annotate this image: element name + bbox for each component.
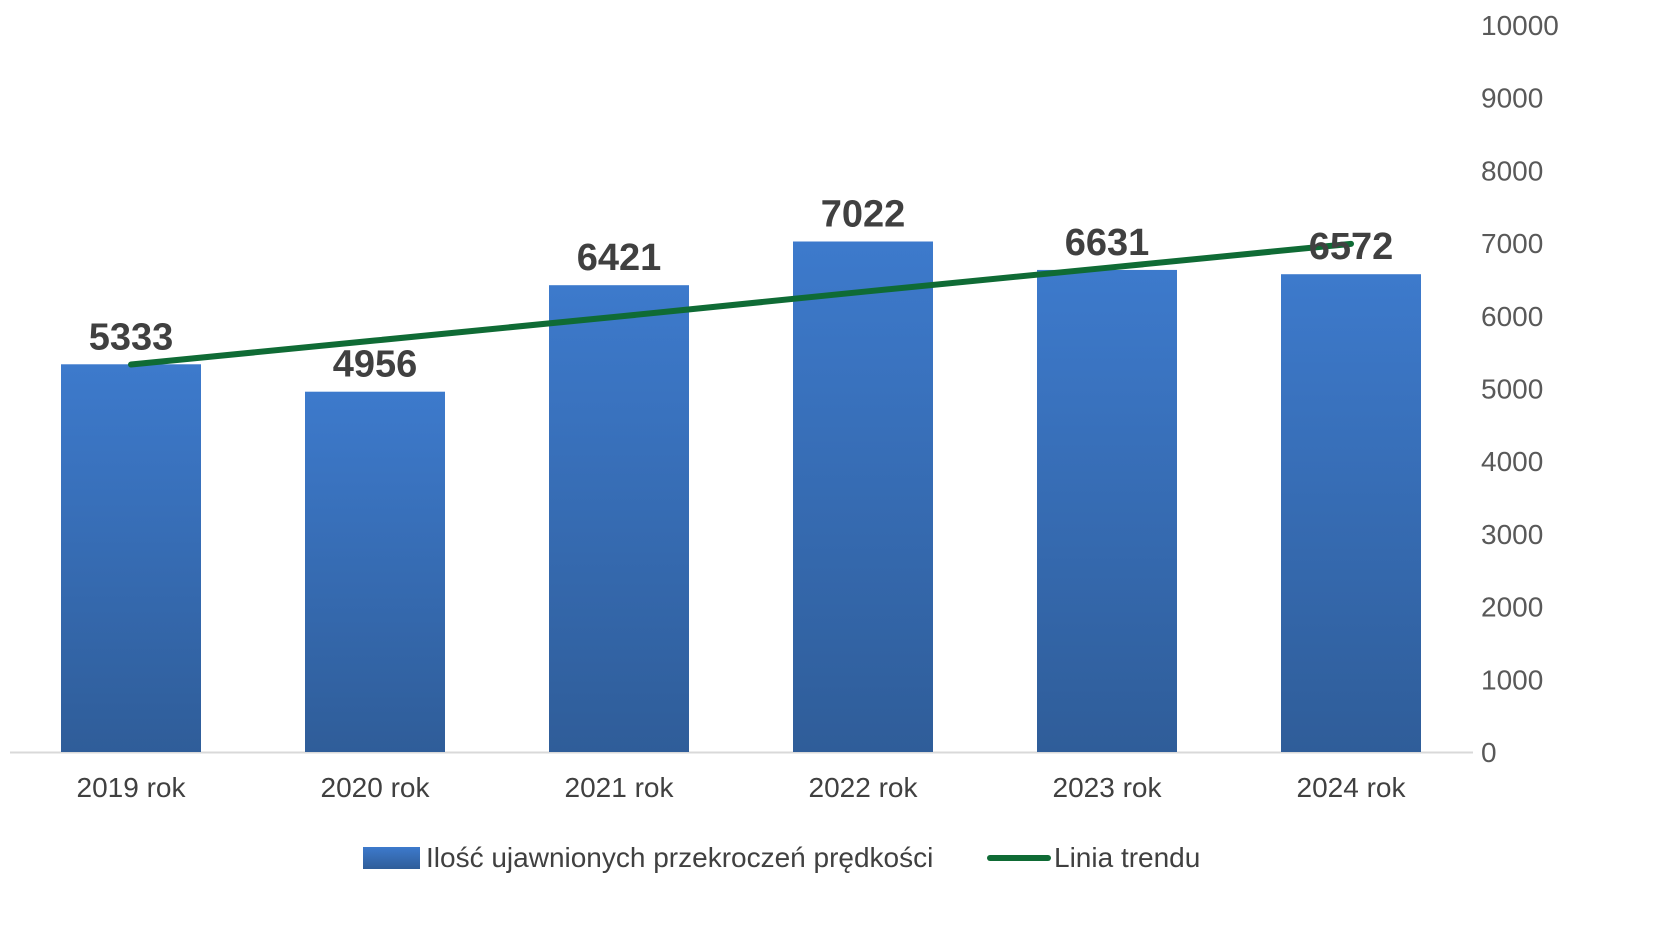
bar [793, 241, 933, 752]
data-label: 6631 [1065, 222, 1150, 264]
x-tick-label: 2023 rok [1053, 772, 1163, 803]
y-tick-label: 10000 [1481, 10, 1559, 41]
legend-label-bars: Ilość ujawnionych przekroczeń prędkości [426, 842, 933, 873]
x-tick-label: 2020 rok [321, 772, 431, 803]
y-tick-label: 7000 [1481, 228, 1543, 259]
y-tick-label: 3000 [1481, 519, 1543, 550]
y-tick-label: 1000 [1481, 664, 1543, 695]
data-label: 6421 [577, 237, 662, 279]
legend: Ilość ujawnionych przekroczeń prędkości L… [363, 842, 1200, 873]
legend-label-trend: Linia trendu [1054, 842, 1200, 873]
y-axis: 0 1000 2000 3000 4000 5000 6000 7000 8000 9000 100… [1481, 10, 1559, 768]
y-tick-label: 9000 [1481, 83, 1543, 114]
bar [305, 391, 445, 752]
y-tick-label: 4000 [1481, 446, 1543, 477]
bar [549, 285, 689, 752]
x-tick-label: 2019 rok [77, 772, 187, 803]
trend-line [128, 240, 1354, 368]
data-label: 5333 [89, 316, 174, 358]
y-tick-label: 5000 [1481, 374, 1543, 405]
y-tick-label: 0 [1481, 737, 1497, 768]
x-axis: 2019 rok 2020 rok 2021 rok 2022 rok 2023 rok… [10, 751, 1473, 803]
bar [1281, 274, 1421, 752]
data-labels: 5333 4956 6421 7022 6631 6572 [89, 194, 1394, 386]
y-tick-label: 6000 [1481, 301, 1543, 332]
y-tick-label: 8000 [1481, 155, 1543, 186]
data-label: 7022 [821, 194, 906, 236]
trend-line-layer [128, 240, 1354, 368]
data-label: 6572 [1309, 226, 1394, 268]
x-tick-label: 2021 rok [565, 772, 675, 803]
x-tick-label: 2024 rok [1297, 772, 1407, 803]
legend-swatch-bar [363, 847, 420, 869]
bars [61, 241, 1421, 752]
x-tick-label: 2022 rok [809, 772, 919, 803]
bar [1037, 269, 1177, 752]
data-label: 4956 [333, 344, 418, 386]
y-tick-label: 2000 [1481, 592, 1543, 623]
bar [61, 364, 201, 752]
